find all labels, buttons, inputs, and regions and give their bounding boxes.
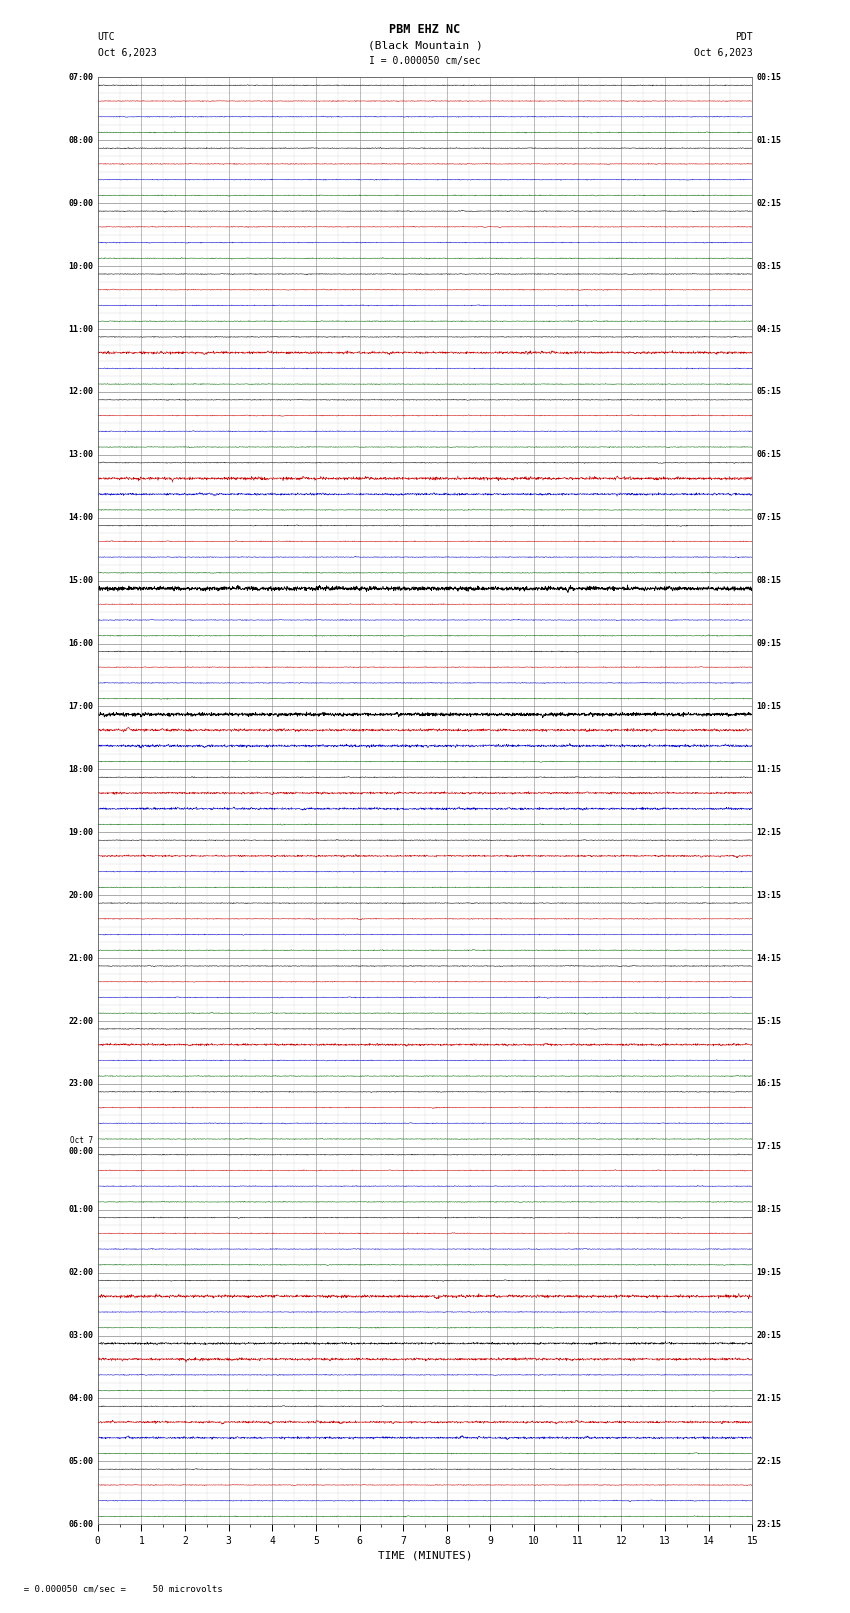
Text: 23:00: 23:00 xyxy=(69,1079,94,1089)
Text: 03:00: 03:00 xyxy=(69,1331,94,1340)
Text: 17:00: 17:00 xyxy=(69,702,94,711)
Text: 15:15: 15:15 xyxy=(756,1016,781,1026)
Text: 04:15: 04:15 xyxy=(756,324,781,334)
Text: 00:00: 00:00 xyxy=(69,1147,94,1157)
Text: 16:00: 16:00 xyxy=(69,639,94,648)
Text: 10:15: 10:15 xyxy=(756,702,781,711)
Text: 22:15: 22:15 xyxy=(756,1457,781,1466)
Text: 20:15: 20:15 xyxy=(756,1331,781,1340)
Text: 21:15: 21:15 xyxy=(756,1394,781,1403)
Text: 02:15: 02:15 xyxy=(756,198,781,208)
Text: 07:00: 07:00 xyxy=(69,73,94,82)
Text: (Black Mountain ): (Black Mountain ) xyxy=(367,40,483,50)
Text: 02:00: 02:00 xyxy=(69,1268,94,1277)
Text: 08:00: 08:00 xyxy=(69,135,94,145)
Text: 18:15: 18:15 xyxy=(756,1205,781,1215)
Text: 01:15: 01:15 xyxy=(756,135,781,145)
Text: 19:00: 19:00 xyxy=(69,827,94,837)
X-axis label: TIME (MINUTES): TIME (MINUTES) xyxy=(377,1550,473,1560)
Text: I = 0.000050 cm/sec: I = 0.000050 cm/sec xyxy=(369,56,481,66)
Text: 11:15: 11:15 xyxy=(756,765,781,774)
Text: 01:00: 01:00 xyxy=(69,1205,94,1215)
Text: PDT: PDT xyxy=(734,32,752,42)
Text: 10:00: 10:00 xyxy=(69,261,94,271)
Text: UTC: UTC xyxy=(98,32,116,42)
Text: Oct 7: Oct 7 xyxy=(71,1136,94,1145)
Text: = 0.000050 cm/sec =     50 microvolts: = 0.000050 cm/sec = 50 microvolts xyxy=(13,1584,223,1594)
Text: 00:15: 00:15 xyxy=(756,73,781,82)
Text: 09:15: 09:15 xyxy=(756,639,781,648)
Text: PBM EHZ NC: PBM EHZ NC xyxy=(389,23,461,35)
Text: 14:00: 14:00 xyxy=(69,513,94,523)
Text: 14:15: 14:15 xyxy=(756,953,781,963)
Text: 04:00: 04:00 xyxy=(69,1394,94,1403)
Text: 03:15: 03:15 xyxy=(756,261,781,271)
Text: 06:15: 06:15 xyxy=(756,450,781,460)
Text: 06:00: 06:00 xyxy=(69,1519,94,1529)
Text: 12:15: 12:15 xyxy=(756,827,781,837)
Text: 05:15: 05:15 xyxy=(756,387,781,397)
Text: 22:00: 22:00 xyxy=(69,1016,94,1026)
Text: 23:15: 23:15 xyxy=(756,1519,781,1529)
Text: 13:15: 13:15 xyxy=(756,890,781,900)
Text: 19:15: 19:15 xyxy=(756,1268,781,1277)
Text: 07:15: 07:15 xyxy=(756,513,781,523)
Text: Oct 6,2023: Oct 6,2023 xyxy=(694,48,752,58)
Text: 08:15: 08:15 xyxy=(756,576,781,586)
Text: 18:00: 18:00 xyxy=(69,765,94,774)
Text: 20:00: 20:00 xyxy=(69,890,94,900)
Text: 11:00: 11:00 xyxy=(69,324,94,334)
Text: 05:00: 05:00 xyxy=(69,1457,94,1466)
Text: 12:00: 12:00 xyxy=(69,387,94,397)
Text: 21:00: 21:00 xyxy=(69,953,94,963)
Text: 16:15: 16:15 xyxy=(756,1079,781,1089)
Text: Oct 6,2023: Oct 6,2023 xyxy=(98,48,156,58)
Text: 15:00: 15:00 xyxy=(69,576,94,586)
Text: 09:00: 09:00 xyxy=(69,198,94,208)
Text: 17:15: 17:15 xyxy=(756,1142,781,1152)
Text: 13:00: 13:00 xyxy=(69,450,94,460)
